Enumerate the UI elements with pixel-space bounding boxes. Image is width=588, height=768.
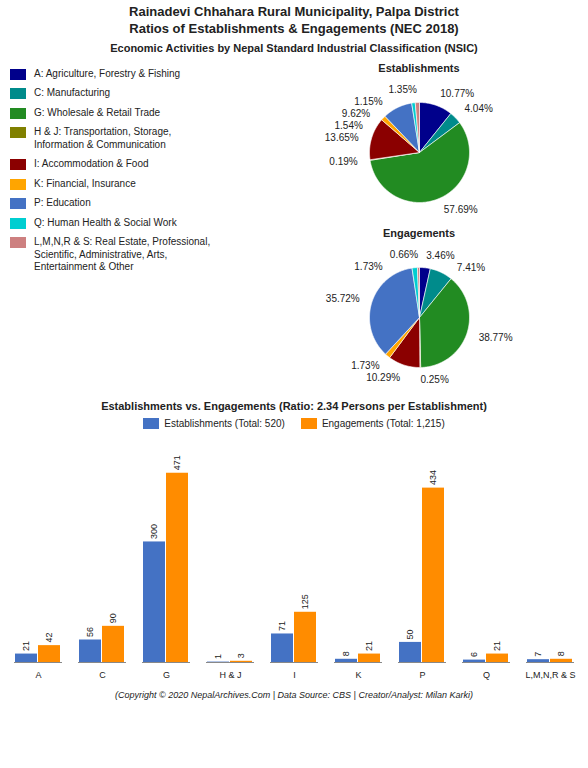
svg-text:10.77%: 10.77% xyxy=(440,88,474,99)
html-text:Establishments: Establishments xyxy=(378,61,460,74)
svg-text:1: 1 xyxy=(213,654,223,659)
svg-text:I: I xyxy=(293,670,296,680)
html-text:Q: Human Health & Social Work: Q: Human Health & Social Work xyxy=(34,216,177,228)
html-text:H & J: Transportation, Storage: H & J: Transportation, Storage, Informat… xyxy=(34,126,172,150)
svg-text:13.65%: 13.65% xyxy=(325,132,359,143)
html-text:K: Financial, Insurance: K: Financial, Insurance xyxy=(34,177,136,189)
svg-text:125: 125 xyxy=(300,594,310,609)
html-text:Rainadevi Chhahara Rural Munic: Rainadevi Chhahara Rural Municipality, P… xyxy=(129,4,459,36)
svg-text:7.41%: 7.41% xyxy=(457,261,485,272)
svg-text:471: 471 xyxy=(172,455,182,470)
svg-text:H & J: H & J xyxy=(219,670,241,680)
svg-text:1.15%: 1.15% xyxy=(354,96,382,107)
svg-text:21: 21 xyxy=(21,641,31,651)
svg-text:8: 8 xyxy=(556,651,566,656)
svg-text:G: G xyxy=(163,670,170,680)
svg-text:21: 21 xyxy=(364,641,374,651)
html-text:A: Agriculture, Forestry & Fis: A: Agriculture, Forestry & Fishing xyxy=(34,67,181,79)
html-text:Economic Activities by Nepal S: Economic Activities by Nepal Standard In… xyxy=(110,41,478,54)
svg-text:3: 3 xyxy=(236,653,246,658)
svg-text:434: 434 xyxy=(428,470,438,485)
svg-text:3.46%: 3.46% xyxy=(426,249,454,260)
svg-text:8: 8 xyxy=(341,651,351,656)
svg-text:9.62%: 9.62% xyxy=(342,108,370,119)
svg-text:42: 42 xyxy=(44,632,54,642)
svg-text:1.73%: 1.73% xyxy=(354,261,382,272)
html-text:Engagements (Total: 1,215): Engagements (Total: 1,215) xyxy=(321,417,445,429)
svg-text:0.25%: 0.25% xyxy=(420,374,448,385)
svg-text:6: 6 xyxy=(469,652,479,657)
svg-text:4.04%: 4.04% xyxy=(464,103,492,114)
html-text:(Copyright © 2020 NepalArchive: (Copyright © 2020 NepalArchives.Com | Da… xyxy=(115,689,473,700)
html-text:P: Education: P: Education xyxy=(34,197,91,209)
html-text:Establishments vs. Engagements: Establishments vs. Engagements (Ratio: 2… xyxy=(101,399,487,412)
html-text:C: Manufacturing: C: Manufacturing xyxy=(34,87,111,99)
html-text:I: Accommodation & Food: I: Accommodation & Food xyxy=(34,158,149,170)
svg-text:0.19%: 0.19% xyxy=(329,156,357,167)
svg-text:1.35%: 1.35% xyxy=(388,84,416,95)
svg-text:300: 300 xyxy=(149,524,159,539)
svg-text:90: 90 xyxy=(108,613,118,623)
svg-text:21: 21 xyxy=(492,641,502,651)
svg-text:C: C xyxy=(99,670,106,680)
html-text:Establishments (Total: 520): Establishments (Total: 520) xyxy=(164,417,285,429)
svg-text:57.69%: 57.69% xyxy=(444,204,478,215)
svg-text:P: P xyxy=(419,670,425,680)
svg-text:71: 71 xyxy=(277,621,287,631)
svg-text:0.66%: 0.66% xyxy=(390,249,418,260)
html-text:L,M,N,R & S: Real Estate, Prof: L,M,N,R & S: Real Estate, Professional, … xyxy=(34,236,211,273)
svg-text:A: A xyxy=(35,670,41,680)
svg-text:10.29%: 10.29% xyxy=(366,372,400,383)
html-text:G: Wholesale & Retail Trade: G: Wholesale & Retail Trade xyxy=(34,106,161,118)
svg-text:56: 56 xyxy=(85,627,95,637)
svg-text:Q: Q xyxy=(483,670,490,680)
svg-text:K: K xyxy=(355,670,361,680)
svg-text:L,M,N,R & S: L,M,N,R & S xyxy=(525,670,575,680)
svg-text:7: 7 xyxy=(533,651,543,656)
svg-text:50: 50 xyxy=(405,629,415,639)
svg-text:38.77%: 38.77% xyxy=(479,332,513,343)
svg-text:35.72%: 35.72% xyxy=(326,293,360,304)
svg-text:1.54%: 1.54% xyxy=(335,120,363,131)
html-text:Engagements: Engagements xyxy=(382,226,456,239)
svg-text:1.73%: 1.73% xyxy=(351,360,379,371)
